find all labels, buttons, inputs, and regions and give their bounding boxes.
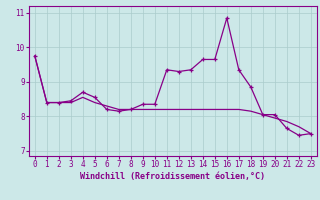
X-axis label: Windchill (Refroidissement éolien,°C): Windchill (Refroidissement éolien,°C) [80,172,265,181]
